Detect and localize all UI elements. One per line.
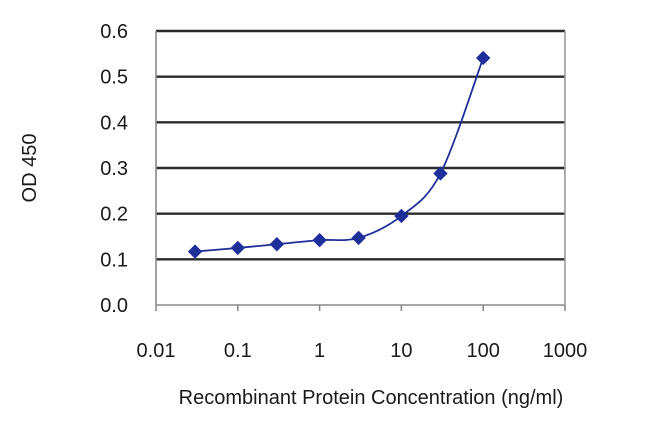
series-line: [194, 57, 485, 253]
x-tick-label: 0.1: [224, 340, 252, 362]
y-tick-label: 0.5: [100, 67, 128, 89]
x-tick-label: 0.01: [137, 340, 176, 362]
data-point: [187, 244, 203, 259]
data-series: [187, 50, 491, 259]
data-point: [475, 50, 491, 66]
y-tick-label: 0.6: [100, 21, 128, 43]
data-point: [312, 232, 327, 248]
x-tick-label: 10: [390, 340, 412, 362]
data-point: [230, 240, 246, 256]
y-tick-label: 0.4: [100, 112, 128, 134]
y-tick-label: 0.0: [100, 295, 128, 317]
tick-labels: 0.0 0.1 0.2 0.3 0.4 0.5 0.6 0.01 0.1 1 10 100 1000: [100, 21, 587, 362]
x-tick-label: 1000: [543, 340, 588, 362]
x-axis-title: Recombinant Protein Concentration (ng/ml…: [179, 387, 564, 409]
y-tick-label: 0.2: [100, 204, 128, 226]
grid-lines: [156, 29, 565, 261]
x-tick-label: 100: [467, 340, 500, 362]
data-point: [394, 208, 409, 224]
data-point: [433, 166, 448, 181]
y-tick-label: 0.1: [100, 249, 128, 271]
y-tick-label: 0.3: [100, 158, 128, 180]
data-point: [351, 230, 366, 246]
y-axis-title: OD 450: [19, 134, 41, 203]
axes: [155, 31, 566, 311]
data-point: [269, 237, 285, 252]
x-tick-label: 1: [314, 340, 325, 362]
